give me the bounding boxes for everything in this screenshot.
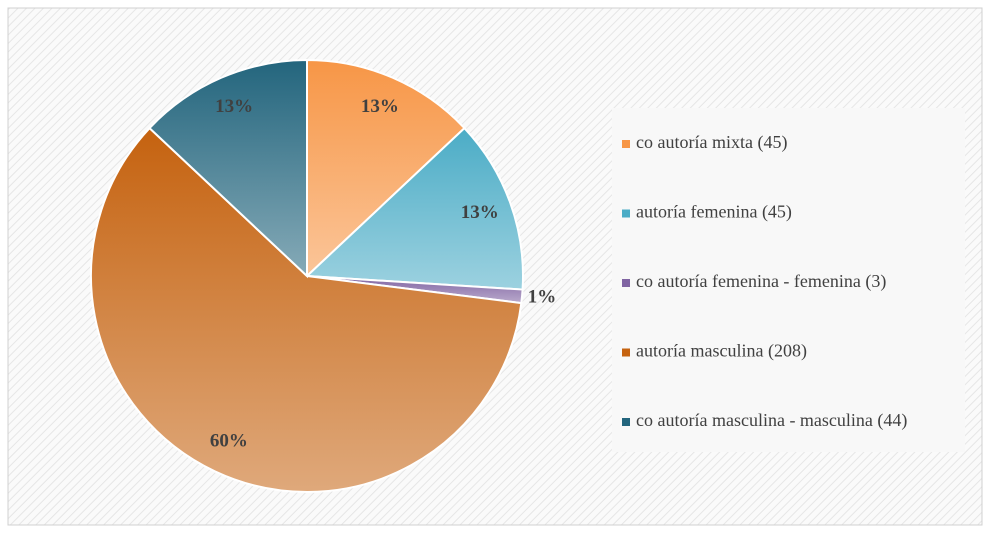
legend-label: co autoría mixta (45) <box>636 132 787 153</box>
data-label: 13% <box>215 96 253 117</box>
legend-marker <box>622 348 630 357</box>
slice <box>304 126 524 291</box>
data-label: 13% <box>361 96 399 117</box>
slice <box>306 58 466 279</box>
legend-label: autoría masculina (208) <box>636 341 807 362</box>
slice <box>90 126 523 493</box>
slice <box>148 58 308 279</box>
legend-marker <box>622 140 630 148</box>
data-label: 13% <box>461 202 499 223</box>
legend-box <box>612 108 965 452</box>
legend-label: autoría femenina (45) <box>636 202 792 223</box>
legend-label: co autoría masculina - masculina (44) <box>636 410 907 431</box>
data-label: 1% <box>528 287 557 308</box>
legend-marker <box>622 279 630 287</box>
legend-label: co autoría femenina - femenina (3) <box>636 271 886 292</box>
legend-marker <box>622 209 630 218</box>
legend-marker <box>622 418 630 426</box>
data-label: 60% <box>210 430 248 451</box>
